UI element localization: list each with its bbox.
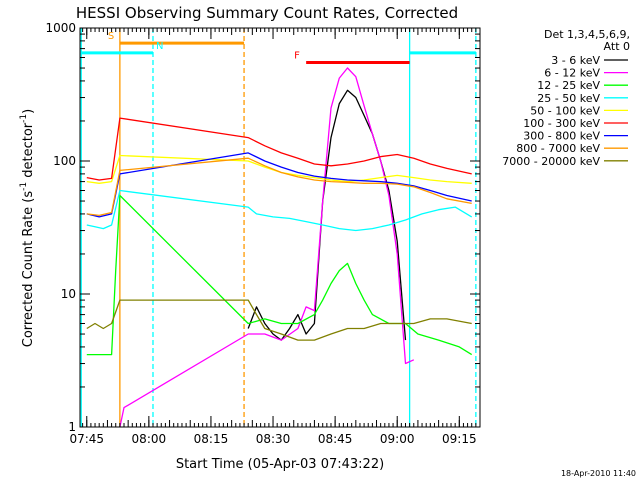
- legend-label-25-50-kev: 25 - 50 keV: [537, 92, 600, 105]
- series-50-100-kev: [86, 154, 472, 184]
- legend-label-6-12-kev: 6 - 12 keV: [544, 67, 600, 80]
- series-100-300-kev: [86, 117, 472, 181]
- plot-decorations: S N F: [80, 28, 477, 427]
- flag-label-n: N: [156, 41, 163, 52]
- y-axis-label-end: ): [21, 109, 36, 114]
- legend-label-300-800-kev: 300 - 800 keV: [523, 130, 600, 143]
- y-axis-label-mid: detector: [21, 122, 36, 182]
- legend-header-line2: Att 0: [604, 40, 630, 53]
- y-tick-label: 100: [53, 154, 76, 168]
- y-tick-label: 1000: [45, 21, 76, 35]
- x-tick-label: 08:30: [256, 432, 291, 446]
- series-3-6-kev: [247, 89, 407, 341]
- x-tick-label: 08:00: [132, 432, 167, 446]
- footer-stamp: 18-Apr-2010 11:40: [561, 469, 636, 478]
- y-axis-label: Corrected Count Rate (s-1 detector-1): [19, 109, 36, 347]
- x-tick-label: 09:00: [380, 432, 415, 446]
- flag-label-s: S: [108, 31, 114, 42]
- x-tick-label: 07:45: [69, 432, 104, 446]
- x-tick-label: 08:45: [318, 432, 353, 446]
- legend-label-3-6-kev: 3 - 6 keV: [551, 54, 600, 67]
- legend-label-100-300-kev: 100 - 300 keV: [523, 117, 600, 130]
- legend-label-12-25-kev: 12 - 25 keV: [537, 79, 600, 92]
- x-axis-label: Start Time (05-Apr-03 07:43:22): [176, 457, 384, 472]
- y-tick-label: 10: [61, 287, 76, 301]
- legend-label-7000-20000-kev: 7000 - 20000 keV: [502, 155, 600, 168]
- series-300-800-kev: [86, 152, 472, 218]
- series-12-25-kev: [86, 194, 473, 356]
- plot-frame: [79, 27, 481, 428]
- flag-label-f: F: [294, 51, 300, 62]
- x-tick-label: 09:15: [442, 432, 477, 446]
- y-axis-ticks: 1 10 100 1000: [45, 21, 480, 434]
- y-axis-label-main: Corrected Count Rate (s: [21, 191, 36, 348]
- y-tick-label: 1: [68, 420, 76, 434]
- x-axis-ticks: 07:45 08:00 08:15 08:30 08:45 09:00 09:15: [69, 28, 481, 446]
- series-7000-20000-kev: [86, 299, 472, 341]
- series-800-7000-kev: [86, 157, 472, 217]
- plot-series-group: [86, 67, 473, 428]
- legend-label-800-7000-kev: 800 - 7000 keV: [516, 142, 600, 155]
- y-axis-label-sup2: -1: [19, 114, 29, 123]
- series-6-12-kev: [119, 67, 415, 428]
- legend-label-50-100-kev: 50 - 100 keV: [530, 104, 600, 117]
- chart-title: HESSI Observing Summary Count Rates, Cor…: [76, 4, 458, 22]
- y-axis-label-sup1: -1: [19, 182, 29, 191]
- series-25-50-kev: [86, 189, 473, 232]
- x-tick-label: 08:15: [194, 432, 229, 446]
- legend-header-line1: Det 1,3,4,5,6,9,: [544, 28, 630, 41]
